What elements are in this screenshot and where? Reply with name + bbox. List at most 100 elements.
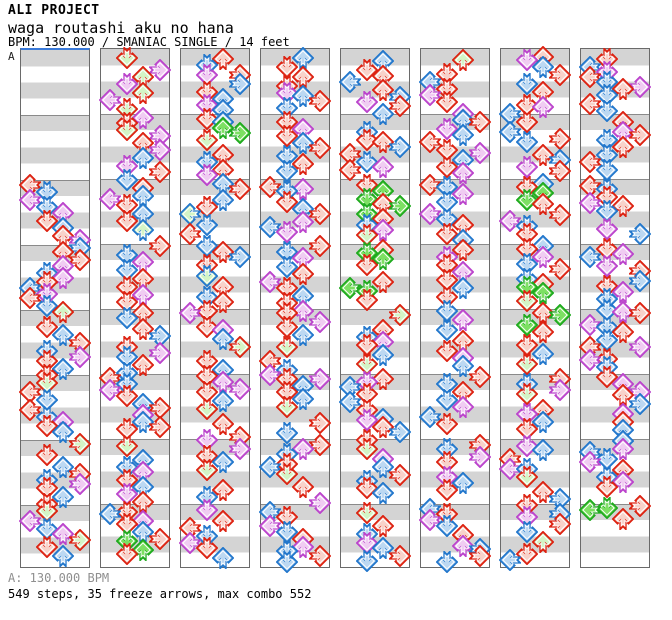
note-arrow-down <box>435 300 458 322</box>
measure-line <box>421 439 489 440</box>
note-arrow-up <box>372 79 395 101</box>
note-arrow-up <box>212 390 235 412</box>
note-arrow-down <box>435 118 458 140</box>
measure-line <box>101 439 169 440</box>
song-title: waga routashi aku no hana <box>8 19 234 37</box>
note-arrow-right <box>228 378 251 400</box>
note-arrow-down <box>35 389 58 411</box>
note-arrow-up <box>212 189 235 211</box>
note-arrow-up <box>372 248 395 270</box>
note-arrow-down <box>195 350 218 372</box>
note-arrow-up <box>212 371 235 393</box>
note-arrow-right <box>468 545 491 567</box>
note-arrow-down <box>35 316 58 338</box>
note-arrow-up <box>452 309 475 331</box>
note-arrow-down <box>355 203 378 225</box>
note-arrow-left <box>499 549 522 571</box>
note-arrow-down <box>275 97 298 119</box>
note-arrow-down <box>595 275 618 297</box>
note-arrow-down <box>195 196 218 218</box>
note-arrow-down <box>355 254 378 276</box>
note-arrow-up <box>532 439 555 461</box>
note-arrow-down <box>435 438 458 460</box>
note-arrow-down <box>515 334 538 356</box>
note-arrow-up <box>212 291 235 313</box>
note-arrow-left <box>579 175 602 197</box>
note-arrow-right <box>148 235 171 257</box>
note-arrow-down <box>435 340 458 362</box>
note-arrow-down <box>115 435 138 457</box>
note-arrow-down <box>115 385 138 407</box>
measure-line <box>581 504 649 505</box>
measure-line <box>261 179 329 180</box>
note-arrow-down <box>275 256 298 278</box>
note-arrow-down <box>195 214 218 236</box>
note-arrow-up <box>452 535 475 557</box>
measure-line <box>581 114 649 115</box>
note-arrow-right <box>468 111 491 133</box>
note-arrow-down <box>275 551 298 573</box>
note-arrow-left <box>339 71 362 93</box>
note-arrow-down <box>435 515 458 537</box>
measure-line <box>261 504 329 505</box>
note-arrow-up <box>372 537 395 559</box>
note-arrow-down <box>515 189 538 211</box>
note-arrow-down <box>195 235 218 257</box>
note-arrow-down <box>595 329 618 351</box>
note-arrow-down <box>115 513 138 535</box>
note-arrow-up <box>132 82 155 104</box>
note-arrow-down <box>115 291 138 313</box>
note-arrow-right <box>388 136 411 158</box>
note-arrow-down <box>595 200 618 222</box>
note-arrow-up <box>532 56 555 78</box>
note-arrow-up <box>612 281 635 303</box>
note-arrow-left <box>499 103 522 125</box>
note-arrow-up <box>212 510 235 532</box>
note-arrow-left <box>179 223 202 245</box>
note-arrow-up <box>292 66 315 88</box>
note-arrow-right <box>68 473 91 495</box>
note-arrow-down <box>355 289 378 311</box>
note-arrow-right <box>68 433 91 455</box>
note-arrow-down <box>355 188 378 210</box>
note-arrow-down <box>275 506 298 528</box>
note-arrow-left <box>579 314 602 336</box>
measure-line <box>21 440 89 441</box>
note-arrow-down <box>275 368 298 390</box>
note-arrow-down <box>115 73 138 95</box>
note-arrow-down <box>595 497 618 519</box>
note-arrow-right <box>628 124 651 146</box>
note-arrow-down <box>35 518 58 540</box>
note-arrow-down <box>115 307 138 329</box>
note-arrow-up <box>292 388 315 410</box>
note-arrow-up <box>532 246 555 268</box>
note-arrow-left <box>419 406 442 428</box>
note-arrow-down <box>275 180 298 202</box>
measure-line <box>501 114 569 115</box>
note-arrow-down <box>115 362 138 384</box>
note-arrow-down <box>515 521 538 543</box>
note-arrow-up <box>532 321 555 343</box>
note-arrow-down <box>515 94 538 116</box>
note-arrow-left <box>179 302 202 324</box>
note-arrow-right <box>228 73 251 95</box>
note-arrow-down <box>195 365 218 387</box>
note-arrow-down <box>515 223 538 245</box>
note-arrow-right <box>228 246 251 268</box>
note-arrow-down <box>195 499 218 521</box>
note-arrow-down <box>435 91 458 113</box>
measure-line <box>181 504 249 505</box>
note-arrow-down <box>435 176 458 198</box>
note-arrow-right <box>628 495 651 517</box>
note-arrow-up <box>212 48 235 70</box>
note-arrow-down <box>435 156 458 178</box>
note-arrow-right <box>628 336 651 358</box>
note-arrow-left <box>259 515 282 537</box>
note-arrow-down <box>595 476 618 498</box>
note-arrow-down <box>275 463 298 485</box>
note-arrow-right <box>548 204 571 226</box>
note-arrow-up <box>292 438 315 460</box>
note-arrow-down <box>275 221 298 243</box>
note-arrow-up <box>612 243 635 265</box>
note-arrow-down <box>355 383 378 405</box>
